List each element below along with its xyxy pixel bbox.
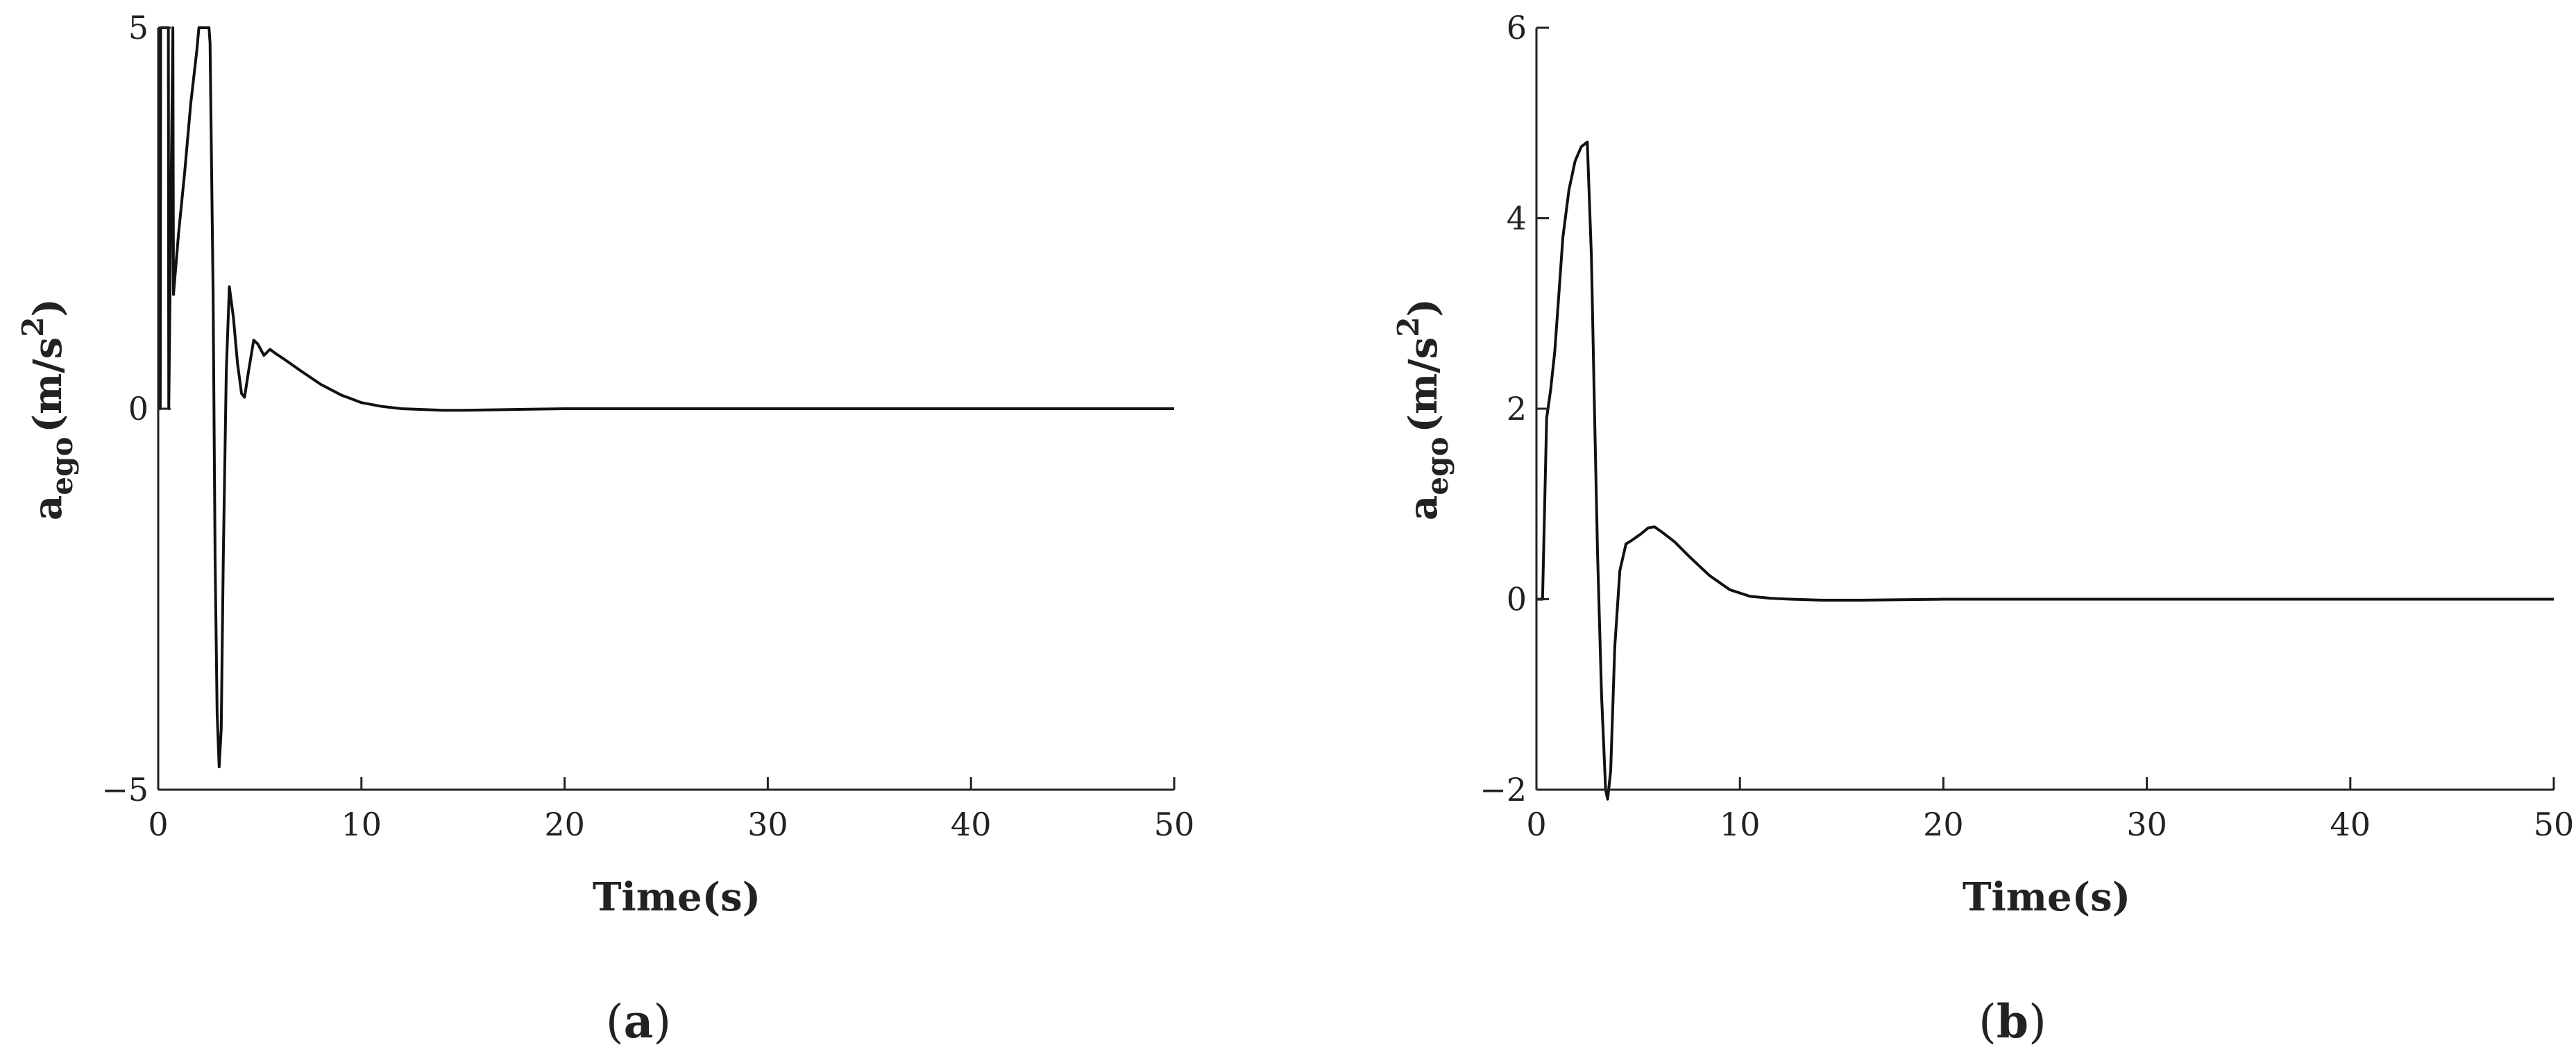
y-tick-label: 0 (128, 390, 149, 427)
chart-panel-a: 0 10 20 30 40 50−505 Time(s) aego(m/s2) (a) (16, 9, 1194, 1049)
x-tick-label: 20 (1923, 806, 1964, 843)
x-tick-label: 0 (148, 806, 168, 843)
x-tick-label: 30 (747, 806, 788, 843)
series-layer (158, 26, 1174, 769)
x-tick-label: 10 (341, 806, 382, 843)
y-axis-label: aego(m/s2) (16, 298, 79, 520)
panel-caption-a: (a) (606, 994, 671, 1049)
ticks-layer: 0 10 20 30 40 50−505 (101, 9, 1194, 843)
y-tick-label: 6 (1507, 9, 1527, 46)
series-layer (1536, 140, 2554, 801)
axes-layer (1535, 28, 2554, 791)
x-tick-label: 20 (544, 806, 585, 843)
y-tick-label: −5 (101, 771, 149, 808)
y-tick-label: 5 (128, 9, 149, 46)
x-tick-label: 0 (1526, 806, 1546, 843)
y-tick-label: −2 (1480, 771, 1527, 808)
y-tick-label: 0 (1507, 581, 1527, 618)
x-axis-label: Time(s) (593, 874, 761, 920)
series-line (1536, 140, 2554, 801)
x-tick-label: 10 (1720, 806, 1761, 843)
y-axis-label: aego(m/s2) (1391, 298, 1455, 520)
x-tick-label: 50 (2534, 806, 2575, 843)
x-axis-label: Time(s) (1963, 874, 2130, 920)
x-tick-label: 50 (1154, 806, 1195, 843)
y-tick-label: 2 (1507, 390, 1527, 427)
series-line (158, 26, 1174, 769)
x-tick-label: 30 (2126, 806, 2167, 843)
x-tick-label: 40 (2330, 806, 2371, 843)
x-tick-label: 40 (951, 806, 992, 843)
y-tick-label: 4 (1507, 200, 1527, 237)
panel-caption-b: (b) (1978, 994, 2047, 1049)
